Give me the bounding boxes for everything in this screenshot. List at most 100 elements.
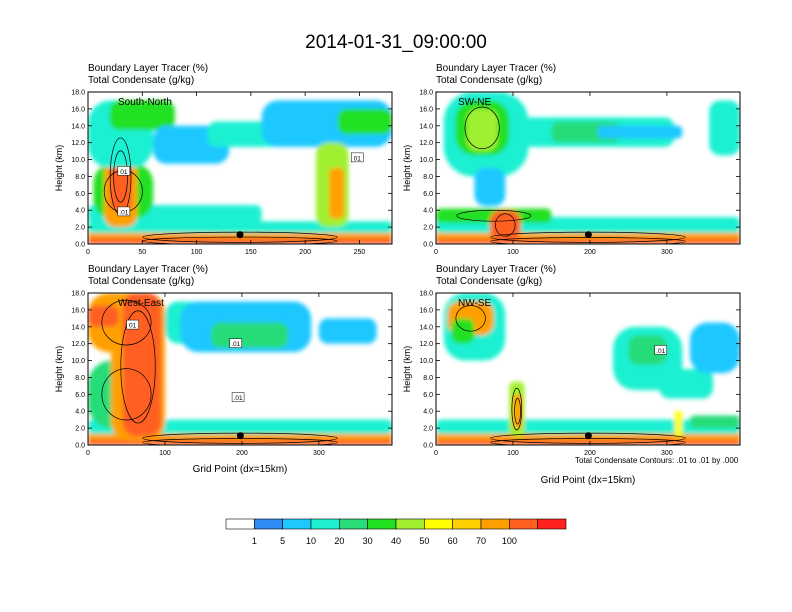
y-axis-label: Height (km) — [402, 346, 412, 393]
heatmap-cell — [337, 108, 392, 135]
x-tick-label: 0 — [86, 249, 90, 256]
heatmap-field — [436, 92, 740, 244]
y-axis-label: Height (km) — [54, 145, 64, 192]
x-axis-label: Grid Point (dx=15km) — [193, 464, 288, 475]
heatmap-cell — [597, 125, 683, 139]
heatmap-cell — [689, 415, 740, 429]
contour-line — [455, 305, 486, 332]
panel-4-title-line1: Boundary Layer Tracer (%) — [436, 264, 557, 275]
x-tick-label: 0 — [434, 249, 438, 256]
contour-label-box — [117, 206, 131, 217]
heatmap-cell — [88, 221, 392, 234]
x-tick-label: 300 — [661, 450, 673, 457]
y-axis-label: Height (km) — [402, 145, 412, 192]
heatmap-cell — [436, 238, 740, 244]
colorbar: 1 5 10 20 30 40 50 60 70 100 — [225, 518, 567, 546]
panel-1-title: Boundary Layer Tracer (%) Total Condensa… — [88, 63, 208, 87]
colorbar-swatch — [509, 518, 538, 530]
y-tick-label: 18.0 — [71, 90, 85, 97]
y-tick-label: 18.0 — [419, 90, 433, 97]
x-tick-label: 150 — [245, 249, 257, 256]
heatmap-cell — [451, 318, 475, 344]
y-tick-label: 0.0 — [423, 242, 433, 249]
x-tick-label: 250 — [354, 249, 366, 256]
contour-label-box — [654, 345, 667, 355]
heatmap-cell — [489, 210, 521, 240]
contour-line — [101, 299, 152, 346]
y-tick-label: 12.0 — [71, 341, 85, 348]
x-tick-label: 100 — [191, 249, 203, 256]
heatmap-cell — [436, 439, 740, 445]
y-tick-label: 10.0 — [71, 358, 85, 365]
y-tick-label: 12.0 — [71, 140, 85, 147]
plot-frame — [87, 91, 393, 245]
colorbar-tick-label: 10 — [306, 536, 316, 546]
y-tick-label: 16.0 — [419, 307, 433, 314]
contour-label: .01 — [656, 348, 665, 355]
y-tick-label: 8.0 — [423, 174, 433, 181]
y-tick-label: 2.0 — [423, 225, 433, 232]
y-tick-label: 4.0 — [75, 409, 85, 416]
contour-note: Total Condensate Contours: .01 to .01 by… — [575, 456, 739, 465]
y-tick-label: 14.0 — [71, 324, 85, 331]
y-tick-label: 10.0 — [71, 157, 85, 164]
y-tick-label: 14.0 — [419, 123, 433, 130]
contour-label: .01 — [231, 341, 240, 348]
plot-frame — [87, 292, 393, 446]
colorbar-swatch — [282, 518, 312, 530]
contour-line — [511, 387, 523, 431]
heatmap-features — [88, 293, 392, 445]
y-tick-label: 6.0 — [75, 191, 85, 198]
y-tick-label: 4.0 — [423, 208, 433, 215]
y-tick-label: 18.0 — [71, 291, 85, 298]
panel-2: SW-NE 0.0 2.0 4.0 6.0 8.0 10.0 12.0 14.0 16.0 18.0… — [402, 90, 741, 256]
colorbar-swatch — [480, 518, 510, 530]
x-tick-label: 300 — [661, 249, 673, 256]
colorbar-tick-label: 5 — [280, 536, 285, 546]
panel-2-title-line2: Total Condensate (g/kg) — [436, 75, 543, 86]
panel-1: 01 .01 01 South-North 0.0 2.0 4.0 6.0 8.0 10.0 12.… — [54, 90, 393, 256]
panel-name: SW-NE — [458, 97, 491, 108]
contour-line — [113, 150, 128, 203]
x-tick-label: 100 — [507, 450, 519, 457]
colorbar-tick-label: 30 — [363, 536, 373, 546]
contour-label: 01 — [354, 155, 362, 162]
panel-2-title-line1: Boundary Layer Tracer (%) — [436, 63, 557, 74]
panel-3-title-line1: Boundary Layer Tracer (%) — [88, 264, 209, 275]
x-tick-label: 200 — [299, 249, 311, 256]
heatmap-field: 01 .01 .01 — [88, 293, 392, 445]
contour-label: .01 — [119, 209, 128, 216]
y-tick-label: 18.0 — [419, 291, 433, 298]
heatmap-cell — [689, 322, 740, 374]
colorbar-swatch — [424, 518, 453, 530]
y-tick-label: 14.0 — [419, 324, 433, 331]
heatmap-cell — [88, 305, 119, 327]
panel-2-title: Boundary Layer Tracer (%) Total Condensa… — [436, 63, 556, 87]
y-tick-label: 6.0 — [423, 392, 433, 399]
x-axis-label: Grid Point (dx=15km) — [541, 475, 636, 486]
heatmap-cell — [709, 100, 740, 156]
colorbar-swatch — [367, 518, 397, 530]
plot-frame — [435, 91, 741, 245]
panel-3-title-line2: Total Condensate (g/kg) — [88, 276, 195, 287]
panel-name: South-North — [118, 97, 172, 108]
colorbar-swatch — [339, 518, 368, 530]
location-marker — [584, 231, 592, 239]
location-marker — [584, 432, 592, 440]
heatmap-cell — [318, 318, 377, 344]
contour-line — [514, 398, 521, 425]
heatmap-field: 01 .01 01 — [88, 100, 392, 244]
panel-4-title: Boundary Layer Tracer (%) Total Condensa… — [436, 264, 556, 288]
contour-label-box — [126, 319, 139, 330]
colorbar-swatch — [254, 518, 283, 530]
x-tick-label: 0 — [86, 450, 90, 457]
y-tick-label: 10.0 — [419, 157, 433, 164]
contour-label: 01 — [129, 323, 137, 330]
colorbar-tick-label: 1 — [252, 536, 257, 546]
contour-line — [120, 310, 156, 424]
contour-line — [464, 106, 500, 150]
y-tick-label: 12.0 — [419, 341, 433, 348]
heatmap-field: .01 — [436, 293, 740, 445]
x-tick-label: 100 — [159, 450, 171, 457]
